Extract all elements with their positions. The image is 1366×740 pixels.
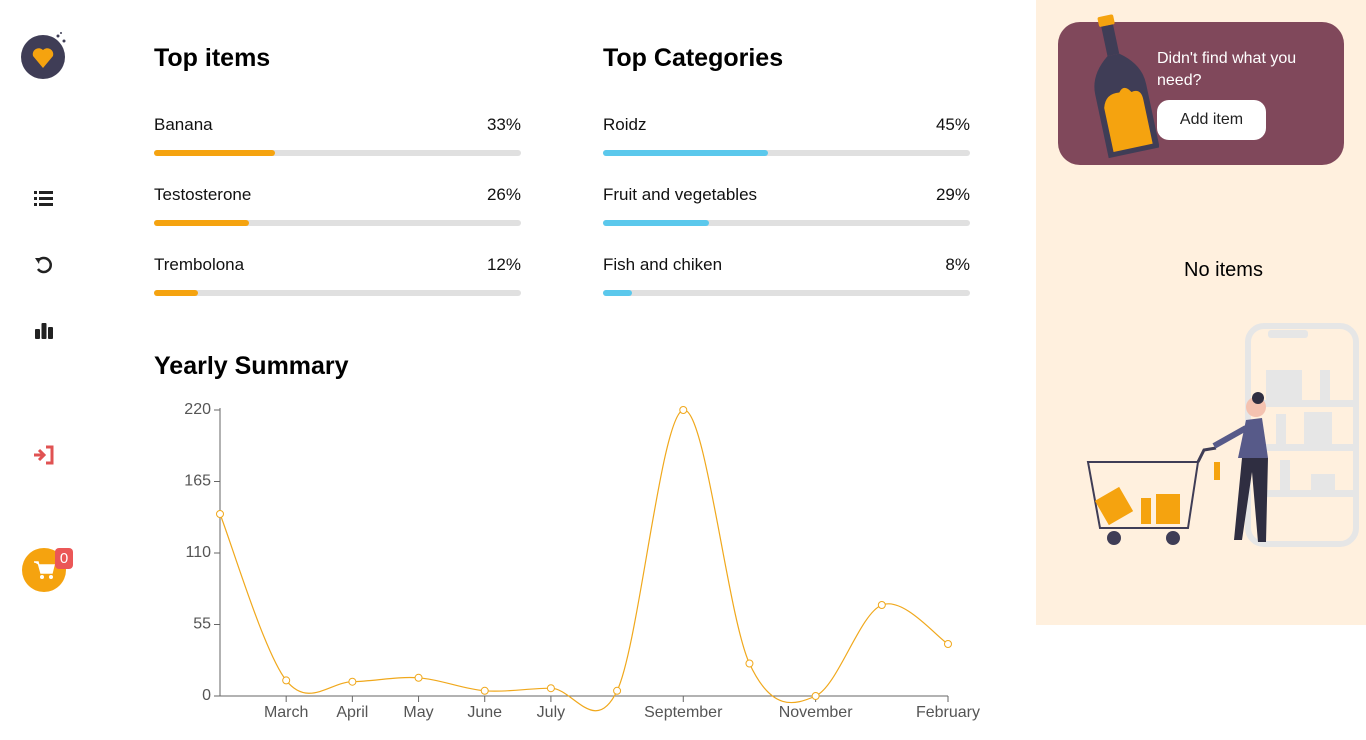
progress-track <box>603 220 970 226</box>
row-value: 12% <box>486 255 521 274</box>
progress-fill <box>154 220 250 226</box>
cart-badge: 0 <box>55 548 73 569</box>
row-name: Testosterone <box>154 185 252 204</box>
point <box>480 686 489 695</box>
row-value: 45% <box>935 115 970 134</box>
bottle-illustration <box>1094 14 1159 159</box>
row-name: Roidz <box>603 115 647 134</box>
x-tick-label: May <box>403 704 433 721</box>
empty-text: No items <box>1184 259 1263 281</box>
section-title: Top items <box>154 44 271 72</box>
point <box>348 677 357 686</box>
y-tick-label: 0 <box>202 687 211 704</box>
progress-fill <box>603 150 769 156</box>
side-panel: Didn't find what you need? Add item No i… <box>1036 0 1366 625</box>
row-value: 8% <box>945 255 970 274</box>
y-tick-label: 55 <box>193 616 211 633</box>
progress-track <box>154 150 521 156</box>
x-tick-label: April <box>336 704 368 721</box>
y-tick-label: 110 <box>185 544 211 561</box>
progress-fill <box>603 220 710 226</box>
progress-track <box>603 150 970 156</box>
x-tick-label: March <box>264 704 308 721</box>
chart-title: Yearly Summary <box>154 352 349 380</box>
line <box>219 409 949 712</box>
point <box>546 684 555 693</box>
list-icon[interactable] <box>34 189 54 207</box>
sidebar: 0 <box>0 0 88 740</box>
y-tick-label: 220 <box>184 401 211 418</box>
point <box>613 686 622 695</box>
point <box>679 406 688 414</box>
cart-icon <box>34 561 55 579</box>
progress-fill <box>154 290 199 296</box>
row-value: 26% <box>486 185 521 204</box>
point <box>282 676 291 685</box>
x-tick-label: September <box>644 704 723 721</box>
row-name: Fruit and vegetables <box>603 185 758 204</box>
stats-icon[interactable] <box>34 321 54 341</box>
point <box>745 659 754 668</box>
logout-icon[interactable] <box>33 445 55 465</box>
progress-fill <box>154 150 276 156</box>
row-name: Banana <box>154 115 213 134</box>
x-tick-label: February <box>916 704 980 721</box>
x-tick-label: July <box>537 704 565 721</box>
x-tick-label: June <box>467 704 502 721</box>
row-value: 29% <box>935 185 970 204</box>
progress-fill <box>603 290 633 296</box>
logo <box>21 32 66 79</box>
cart-button[interactable] <box>22 548 66 592</box>
row-name: Trembolona <box>154 255 245 274</box>
row-value: 33% <box>486 115 521 134</box>
add-item-button[interactable]: Add item <box>1157 100 1266 140</box>
section-title: Top Categories <box>603 44 784 72</box>
point <box>811 692 820 700</box>
promo-text: Didn't find what you need? <box>1157 50 1297 89</box>
progress-track <box>154 290 521 296</box>
row-name: Fish and chiken <box>603 255 723 274</box>
chart: 0 55 110 165 220 March April May June July Septemb… <box>184 401 980 721</box>
y-tick-label: 165 <box>184 473 211 490</box>
progress-track <box>154 220 521 226</box>
progress-track <box>603 290 970 296</box>
shopping-illustration <box>1086 323 1359 547</box>
point <box>216 510 224 518</box>
promo-card: Didn't find what you need? Add item <box>1058 14 1344 165</box>
point <box>877 601 886 609</box>
point <box>944 640 952 648</box>
point <box>414 673 423 682</box>
x-tick-label: November <box>779 704 853 721</box>
history-icon[interactable] <box>34 255 54 275</box>
